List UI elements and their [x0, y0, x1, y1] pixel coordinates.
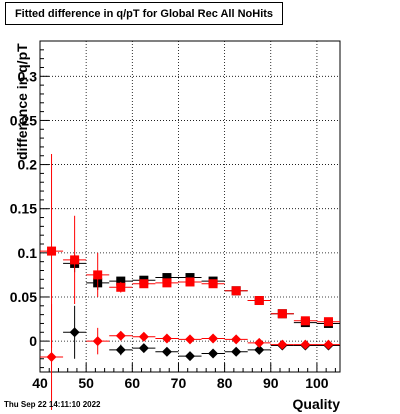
timestamp: Thu Sep 22 14:11:10 2022 — [4, 400, 101, 409]
data-point-square — [162, 273, 172, 283]
data-point-square — [277, 309, 287, 319]
data-point-square — [185, 277, 195, 287]
data-point-diamond — [138, 343, 149, 354]
data-point-diamond — [277, 339, 288, 350]
y-tick-label: 0.25 — [10, 112, 37, 128]
y-tick-label: 0 — [29, 333, 37, 349]
data-point-square — [70, 255, 80, 265]
data-point-square — [47, 246, 57, 256]
x-tick-label: 90 — [263, 375, 279, 391]
data-point-square — [116, 276, 126, 286]
data-marks — [40, 153, 340, 410]
y-tick-label: 0.05 — [10, 289, 37, 305]
x-tick-label: 60 — [125, 375, 141, 391]
data-point-square — [208, 279, 218, 289]
data-point-square — [116, 282, 126, 292]
y-tick-label: 0.2 — [18, 157, 38, 173]
data-point-diamond — [115, 344, 126, 355]
chart-title: Fitted difference in q/pT for Global Rec… — [5, 2, 283, 25]
y-tick-label: 0.15 — [10, 201, 37, 217]
data-point-diamond — [185, 334, 195, 345]
x-tick-label: 50 — [78, 375, 94, 391]
data-point-diamond — [208, 348, 219, 359]
grid-lines — [39, 41, 340, 372]
data-point-diamond — [254, 344, 265, 355]
data-point-diamond — [185, 351, 195, 362]
x-tick-label: 70 — [171, 375, 187, 391]
data-point-diamond — [300, 339, 311, 350]
data-point-diamond — [254, 337, 265, 348]
data-point-square — [231, 286, 241, 296]
data-point-diamond — [161, 346, 172, 357]
x-tick-label: 100 — [305, 375, 329, 391]
data-point-diamond — [208, 333, 219, 344]
data-point-square — [162, 278, 172, 288]
x-axis-label: Quality — [292, 396, 340, 412]
data-point-diamond — [69, 327, 80, 338]
data-point-square — [93, 270, 103, 280]
y-axis-label: difference in q/pT — [14, 43, 30, 160]
data-point-square — [139, 279, 149, 289]
data-point-diamond — [138, 331, 149, 342]
data-point-square — [254, 296, 264, 306]
data-point-diamond — [161, 333, 172, 344]
data-point-square — [323, 317, 333, 327]
data-point-diamond — [92, 336, 103, 347]
y-tick-label: 0.1 — [18, 245, 38, 261]
data-point-diamond — [46, 351, 57, 362]
x-tick-label: 40 — [32, 375, 48, 391]
data-point-square — [300, 316, 310, 326]
data-point-diamond — [323, 339, 334, 350]
data-point-diamond — [231, 334, 242, 345]
data-point-diamond — [115, 330, 126, 341]
data-point-diamond — [231, 346, 242, 357]
x-tick-label: 80 — [217, 375, 233, 391]
axis-tick-labels: 40 50 60 70 80 90 100 0 0.05 0.1 0.15 0.2 0.25 0.3 — [10, 68, 329, 391]
axis-ticks — [39, 49, 336, 372]
y-tick-label: 0.3 — [18, 68, 38, 84]
